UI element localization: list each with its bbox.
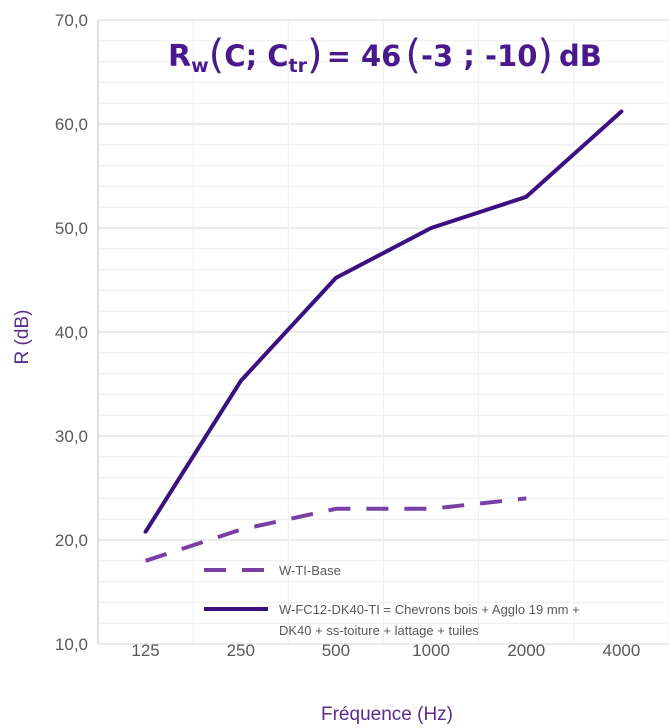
y-tick-label: 50,0 [55, 219, 88, 238]
y-tick-label: 10,0 [55, 635, 88, 654]
x-tick-label: 250 [227, 641, 255, 660]
x-axis-ticks: 125 250 500 1000 2000 4000 [131, 641, 640, 660]
legend-label-2: W-FC12-DK40-TI = Chevrons bois + Agglo 1… [279, 602, 580, 617]
y-tick-label: 70,0 [55, 11, 88, 30]
y-tick-label: 40,0 [55, 323, 88, 342]
x-tick-label: 125 [131, 641, 159, 660]
x-axis-title: Fréquence (Hz) [321, 704, 453, 725]
rating-annotation: Rw(C; Ctr) = 46 (-3 ; -10) dB [168, 32, 602, 78]
x-tick-label: 4000 [603, 641, 641, 660]
y-axis-title: R (dB) [12, 310, 33, 365]
x-tick-label: 1000 [412, 641, 450, 660]
series-line-1 [144, 496, 527, 563]
legend-label-1: W-TI-Base [279, 563, 341, 578]
y-axis-ticks: 10,0 20,0 30,0 40,0 50,0 60,0 70,0 [55, 11, 88, 654]
x-tick-label: 500 [322, 641, 350, 660]
y-tick-label: 60,0 [55, 115, 88, 134]
y-tick-label: 20,0 [55, 531, 88, 550]
x-tick-label: 2000 [507, 641, 545, 660]
legend-label-2-line2: DK40 + ss-toiture + lattage + tuiles [279, 623, 479, 638]
y-tick-label: 30,0 [55, 427, 88, 446]
series-line-2 [143, 109, 624, 534]
grid [97, 19, 669, 645]
series-group [143, 109, 624, 563]
legend: W-TI-Base W-FC12-DK40-TI = Chevrons bois … [204, 563, 580, 638]
